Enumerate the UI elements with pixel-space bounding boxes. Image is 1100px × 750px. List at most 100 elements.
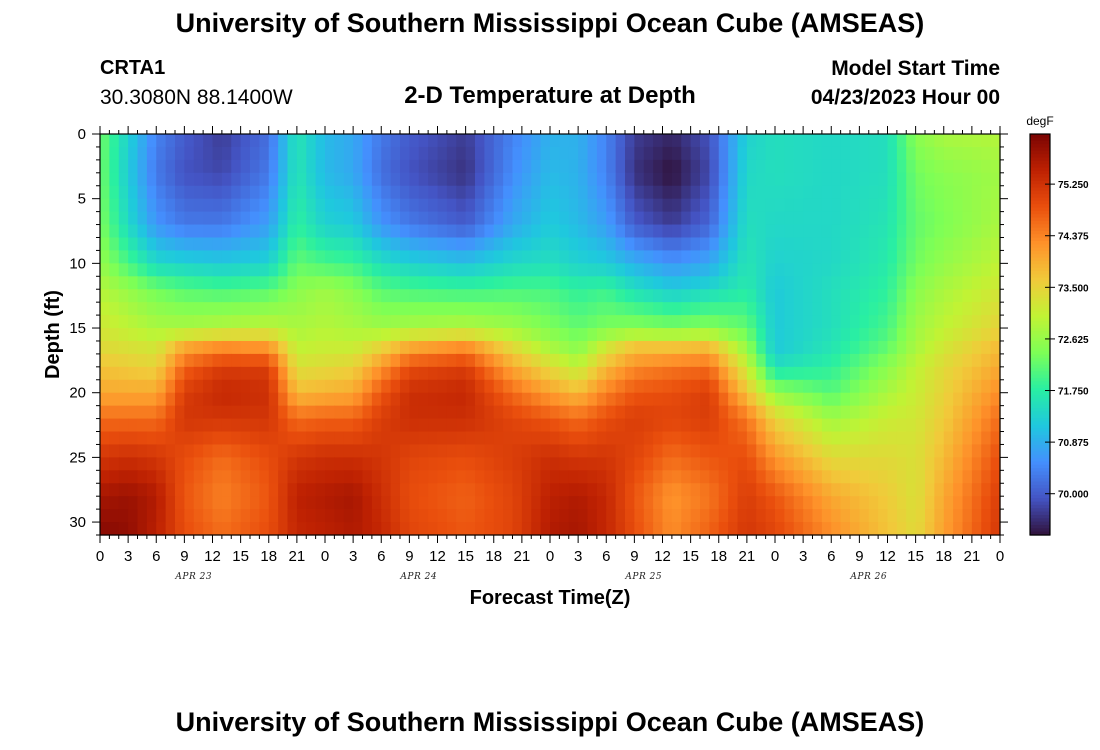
- heatmap-cell: [634, 496, 645, 510]
- heatmap-cell: [653, 211, 664, 226]
- heatmap-cell: [231, 198, 242, 213]
- heatmap-cell: [756, 392, 767, 407]
- heatmap-cell: [615, 496, 626, 510]
- heatmap-cell: [953, 276, 964, 290]
- heatmap-cell: [718, 522, 729, 536]
- heatmap-cell: [100, 211, 110, 226]
- heatmap-cell: [343, 405, 354, 420]
- heatmap-cell: [165, 418, 176, 433]
- heatmap-cell: [512, 496, 523, 510]
- heatmap-cell: [493, 146, 504, 161]
- heatmap-cell: [896, 509, 907, 523]
- heatmap-cell: [643, 289, 654, 303]
- heatmap-cell: [765, 263, 776, 277]
- heatmap-cell: [568, 405, 579, 420]
- colorbar-segment: [1030, 200, 1050, 205]
- heatmap-cell: [578, 263, 589, 277]
- heatmap-cell: [812, 457, 823, 471]
- heatmap-cell: [137, 392, 148, 407]
- heatmap-cell: [465, 366, 476, 381]
- heatmap-cell: [765, 302, 776, 316]
- heatmap-cell: [906, 185, 917, 200]
- heatmap-cell: [943, 353, 954, 368]
- heatmap-cell: [146, 522, 157, 536]
- heatmap-cell: [568, 366, 579, 381]
- heatmap-cell: [165, 405, 176, 420]
- heatmap-cell: [315, 250, 326, 264]
- heatmap-cell: [521, 198, 532, 213]
- heatmap-cell: [184, 315, 195, 329]
- y-axis-title: Depth (ft): [42, 290, 64, 379]
- heatmap-cell: [868, 366, 879, 381]
- colorbar-segment: [1030, 224, 1050, 229]
- heatmap-cell: [175, 418, 185, 433]
- colorbar-segment: [1030, 484, 1050, 489]
- colorbar-segment: [1030, 361, 1050, 366]
- heatmap-cell: [831, 172, 842, 187]
- heatmap-cell: [334, 509, 345, 523]
- heatmap-cell: [803, 250, 814, 264]
- heatmap-cell: [896, 470, 907, 484]
- heatmap-cell: [634, 134, 645, 148]
- heatmap-cell: [728, 405, 739, 420]
- heatmap-cell: [990, 522, 1001, 536]
- heatmap-cell: [315, 224, 326, 239]
- heatmap-cell: [250, 159, 260, 174]
- heatmap-cell: [484, 172, 495, 187]
- heatmap-cell: [503, 509, 514, 523]
- heatmap-cell: [446, 405, 457, 420]
- heatmap-cell: [718, 263, 729, 277]
- heatmap-cell: [540, 431, 551, 446]
- heatmap-cell: [128, 457, 139, 471]
- heatmap-cell: [184, 366, 195, 381]
- heatmap-cell: [812, 276, 823, 290]
- heatmap-cell: [690, 509, 701, 523]
- heatmap-cell: [250, 198, 260, 213]
- heatmap-cell: [343, 146, 354, 161]
- heatmap-cell: [287, 276, 298, 290]
- heatmap-cell: [737, 496, 748, 510]
- heatmap-cell: [437, 522, 448, 536]
- heatmap-cell: [193, 353, 204, 368]
- heatmap-cell: [128, 146, 139, 161]
- heatmap-cell: [578, 405, 589, 420]
- heatmap-cell: [653, 172, 664, 187]
- heatmap-cell: [981, 444, 992, 458]
- heatmap-cell: [184, 276, 195, 290]
- heatmap-cell: [559, 172, 570, 187]
- heatmap-cell: [400, 353, 410, 368]
- heatmap-cell: [212, 418, 223, 433]
- heatmap-cell: [906, 444, 917, 458]
- heatmap-cell: [175, 263, 185, 277]
- heatmap-cell: [418, 496, 429, 510]
- heatmap-cell: [306, 263, 317, 277]
- heatmap-cell: [240, 418, 251, 433]
- heatmap-cell: [343, 392, 354, 407]
- heatmap-cell: [156, 263, 167, 277]
- heatmap-cell: [306, 328, 317, 342]
- heatmap-cell: [175, 509, 185, 523]
- heatmap-cell: [212, 470, 223, 484]
- heatmap-cell: [475, 483, 485, 497]
- heatmap-cell: [381, 340, 392, 355]
- heatmap-cell: [915, 263, 926, 277]
- heatmap-cell: [465, 522, 476, 536]
- heatmap-cell: [184, 392, 195, 407]
- colorbar-segment: [1030, 170, 1050, 175]
- heatmap-cell: [268, 483, 279, 497]
- heatmap-cell: [962, 237, 973, 252]
- heatmap-cell: [165, 224, 176, 239]
- heatmap-cell: [568, 315, 579, 329]
- heatmap-cell: [643, 250, 654, 264]
- heatmap-cell: [109, 172, 120, 187]
- heatmap-cell: [775, 340, 785, 355]
- heatmap-cell: [625, 509, 635, 523]
- heatmap-cell: [418, 431, 429, 446]
- heatmap-cell: [418, 263, 429, 277]
- heatmap-cell: [362, 340, 373, 355]
- heatmap-cell: [718, 146, 729, 161]
- heatmap-cell: [287, 250, 298, 264]
- heatmap-cell: [934, 522, 945, 536]
- heatmap-cell: [859, 237, 870, 252]
- heatmap-cell: [606, 496, 617, 510]
